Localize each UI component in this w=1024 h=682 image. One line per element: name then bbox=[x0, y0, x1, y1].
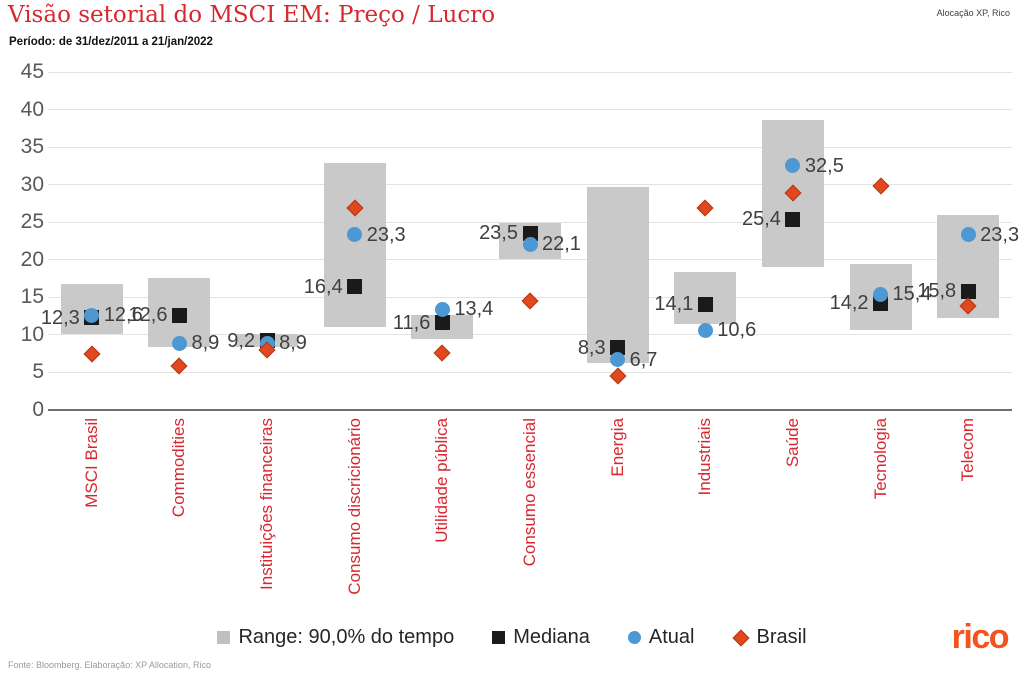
mediana-value-label: 11,6 bbox=[392, 311, 431, 334]
mediana-marker bbox=[697, 296, 713, 312]
mediana-value-label: 12,3 bbox=[40, 306, 80, 329]
legend-square-icon bbox=[492, 631, 506, 644]
brasil-marker bbox=[83, 345, 101, 363]
category-label: Tecnologia bbox=[870, 418, 890, 500]
category-label: MSCI Brasil bbox=[81, 418, 101, 508]
atual-value-label: 15,4 bbox=[892, 283, 932, 306]
atual-value-label: 13,4 bbox=[454, 298, 494, 321]
atual-marker bbox=[785, 158, 801, 174]
mediana-value-label: 25,4 bbox=[741, 208, 781, 231]
atual-marker bbox=[522, 236, 538, 252]
y-axis-tick-label: 20 bbox=[20, 247, 44, 271]
legend-diamond-icon bbox=[732, 629, 749, 646]
allocation-source-tag: Alocação XP, Rico bbox=[936, 8, 1010, 18]
atual-value-label: 22,1 bbox=[542, 233, 581, 255]
atual-value-label: 8,9 bbox=[279, 332, 307, 355]
category-label: Instituições financeiras bbox=[257, 418, 277, 590]
y-axis-tick-label: 35 bbox=[20, 135, 44, 159]
atual-marker bbox=[84, 307, 100, 323]
mediana-marker bbox=[960, 283, 976, 299]
range-bar bbox=[323, 162, 386, 327]
atual-value-label: 23,3 bbox=[366, 223, 406, 246]
mediana-value-label: 14,2 bbox=[829, 292, 869, 315]
mediana-value-label: 8,3 bbox=[577, 336, 606, 359]
category-label: Telecom bbox=[958, 418, 978, 482]
y-axis-tick-label: 15 bbox=[20, 285, 44, 309]
atual-value-label: 32,5 bbox=[804, 154, 844, 177]
category-label: Consumo essencial bbox=[520, 418, 539, 567]
mediana-marker bbox=[610, 340, 626, 356]
gridline bbox=[48, 109, 1012, 111]
mediana-value-label: 23,5 bbox=[479, 222, 518, 245]
atual-marker bbox=[960, 227, 976, 243]
brasil-marker bbox=[521, 292, 539, 310]
category-label: Saúde bbox=[782, 418, 802, 468]
range-bar bbox=[586, 186, 649, 363]
y-axis-tick-label: 0 bbox=[32, 398, 44, 421]
legend-circle-icon bbox=[627, 631, 641, 644]
legend-label: Range: 90,0% do tempo bbox=[238, 626, 455, 648]
category-label: Commodities bbox=[169, 418, 189, 518]
mediana-marker bbox=[785, 211, 801, 227]
gridline bbox=[48, 259, 1012, 261]
x-axis-line bbox=[48, 409, 1012, 411]
atual-value-label: 6,7 bbox=[629, 348, 658, 371]
atual-marker bbox=[610, 352, 626, 368]
y-axis-tick-label: 25 bbox=[20, 210, 44, 234]
mediana-value-label: 9,2 bbox=[227, 329, 256, 352]
legend-range-icon bbox=[217, 631, 231, 644]
atual-value-label: 12,6 bbox=[103, 304, 143, 327]
y-axis-tick-label: 10 bbox=[20, 322, 44, 346]
atual-value-label: 8,9 bbox=[191, 332, 220, 355]
category-label: Energia bbox=[607, 418, 627, 477]
brasil-marker bbox=[872, 177, 890, 195]
atual-marker bbox=[697, 322, 713, 338]
footer-source: Fonte: Bloomberg. Elaboração: XP Allocat… bbox=[8, 660, 211, 670]
gridline bbox=[48, 371, 1012, 373]
mediana-marker bbox=[347, 279, 363, 295]
legend: Range: 90,0% do tempo Mediana Atual Brasil bbox=[0, 626, 1024, 649]
category-label: Utilidade pública bbox=[432, 418, 452, 543]
rico-logo: rico bbox=[951, 618, 1010, 656]
atual-value-label: 10,6 bbox=[717, 319, 757, 342]
y-axis-tick-label: 5 bbox=[32, 360, 44, 384]
category-label: Consumo discricionário bbox=[344, 418, 364, 595]
legend-item: Atual bbox=[627, 626, 695, 649]
gridline bbox=[48, 221, 1012, 223]
chart-subtitle: Período: de 31/dez/2011 a 21/jan/2022 bbox=[9, 36, 213, 48]
y-axis-tick-label: 30 bbox=[20, 172, 44, 196]
mediana-value-label: 16,4 bbox=[303, 275, 343, 298]
y-axis-tick-label: 45 bbox=[20, 60, 44, 83]
atual-marker bbox=[434, 301, 450, 317]
mediana-value-label: 15,8 bbox=[917, 280, 957, 303]
gridline bbox=[48, 184, 1012, 186]
gridline bbox=[48, 146, 1012, 148]
brasil-marker bbox=[696, 199, 714, 217]
atual-marker bbox=[873, 286, 889, 302]
legend-item: Range: 90,0% do tempo bbox=[217, 626, 454, 649]
brasil-marker bbox=[433, 344, 451, 362]
legend-item: Mediana bbox=[492, 626, 590, 649]
atual-marker bbox=[347, 227, 363, 243]
atual-marker bbox=[171, 335, 187, 351]
chart-title: Visão setorial do MSCI EM: Preço / Lucro bbox=[8, 2, 496, 28]
legend-label: Mediana bbox=[513, 626, 590, 648]
y-axis-tick-label: 40 bbox=[20, 97, 44, 121]
legend-label: Brasil bbox=[756, 626, 807, 648]
mediana-value-label: 12,6 bbox=[128, 304, 168, 327]
category-label: Industriais bbox=[695, 418, 715, 496]
brasil-marker bbox=[609, 367, 627, 385]
mediana-value-label: 14,1 bbox=[654, 293, 694, 316]
atual-value-label: 23,3 bbox=[980, 223, 1020, 246]
legend-item: Brasil bbox=[732, 626, 807, 649]
gridline bbox=[48, 334, 1012, 336]
gridline bbox=[48, 71, 1012, 73]
mediana-marker bbox=[171, 307, 187, 323]
mediana-marker bbox=[434, 315, 450, 331]
legend-label: Atual bbox=[648, 626, 695, 648]
